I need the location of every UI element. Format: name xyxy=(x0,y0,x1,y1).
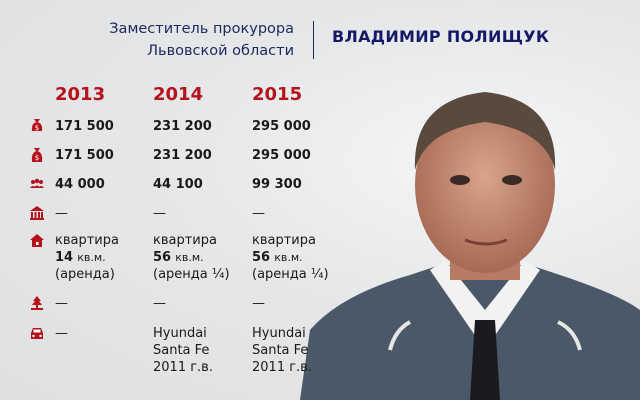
car-year: 2011 г.в. xyxy=(252,360,312,375)
year-2014: 2014 xyxy=(153,84,204,105)
bank-2015: — xyxy=(252,206,265,221)
property-ownership: (аренда ¼) xyxy=(153,267,230,282)
portrait-photo xyxy=(300,92,640,400)
position-line-2: Львовской области xyxy=(147,43,294,59)
land-2015: — xyxy=(252,296,265,311)
money-bag-coins-icon: $ xyxy=(31,119,43,132)
bank-icon xyxy=(30,206,44,220)
house-icon xyxy=(30,234,44,247)
property-area: 56 xyxy=(153,250,172,265)
property-type: квартира xyxy=(252,233,316,248)
svg-text:$: $ xyxy=(35,154,39,162)
bank-2014: — xyxy=(153,206,166,221)
car-make: Hyundai xyxy=(252,326,306,341)
property-unit: кв.м. xyxy=(77,251,106,264)
property-area: 56 xyxy=(252,250,271,265)
salary-2013: 171 500 xyxy=(55,148,114,163)
salary-2015: 295 000 xyxy=(252,148,311,163)
header-divider xyxy=(313,21,314,59)
property-ownership: (аренда ¼) xyxy=(252,267,329,282)
land-2013: — xyxy=(55,296,68,311)
money-bag-icon: $ xyxy=(31,148,43,162)
bank-2013: — xyxy=(55,206,68,221)
property-2013: квартира 14 кв.м. (аренда) xyxy=(55,232,119,283)
income-2013: 171 500 xyxy=(55,119,114,134)
income-2015: 295 000 xyxy=(252,119,311,134)
property-ownership: (аренда) xyxy=(55,267,115,282)
car-2015: Hyundai Santa Fe 2011 г.в. xyxy=(252,325,312,376)
income-2014: 231 200 xyxy=(153,119,212,134)
land-tree-icon xyxy=(31,296,43,310)
car-year: 2011 г.в. xyxy=(153,360,213,375)
property-unit: кв.м. xyxy=(175,251,204,264)
property-2014: квартира 56 кв.м. (аренда ¼) xyxy=(153,232,230,283)
car-icon xyxy=(31,328,43,339)
person-name: ВЛАДИМИР ПОЛИЩУК xyxy=(332,27,550,46)
year-2013: 2013 xyxy=(55,84,106,105)
property-area: 14 xyxy=(55,250,74,265)
car-model: Santa Fe xyxy=(252,343,309,358)
car-2014: Hyundai Santa Fe 2011 г.в. xyxy=(153,325,213,376)
family-icon xyxy=(30,178,44,188)
property-type: квартира xyxy=(55,233,119,248)
family-income-2014: 44 100 xyxy=(153,177,203,192)
svg-text:$: $ xyxy=(35,124,39,132)
car-2013: — xyxy=(55,326,68,341)
year-2015: 2015 xyxy=(252,84,303,105)
salary-2014: 231 200 xyxy=(153,148,212,163)
car-model: Santa Fe xyxy=(153,343,210,358)
property-2015: квартира 56 кв.м. (аренда ¼) xyxy=(252,232,329,283)
family-income-2013: 44 000 xyxy=(55,177,105,192)
position-line-1: Заместитель прокурора xyxy=(109,21,294,37)
property-type: квартира xyxy=(153,233,217,248)
land-2014: — xyxy=(153,296,166,311)
position-title: Заместитель прокурора Львовской области xyxy=(109,18,294,62)
family-income-2015: 99 300 xyxy=(252,177,302,192)
property-unit: кв.м. xyxy=(274,251,303,264)
car-make: Hyundai xyxy=(153,326,207,341)
